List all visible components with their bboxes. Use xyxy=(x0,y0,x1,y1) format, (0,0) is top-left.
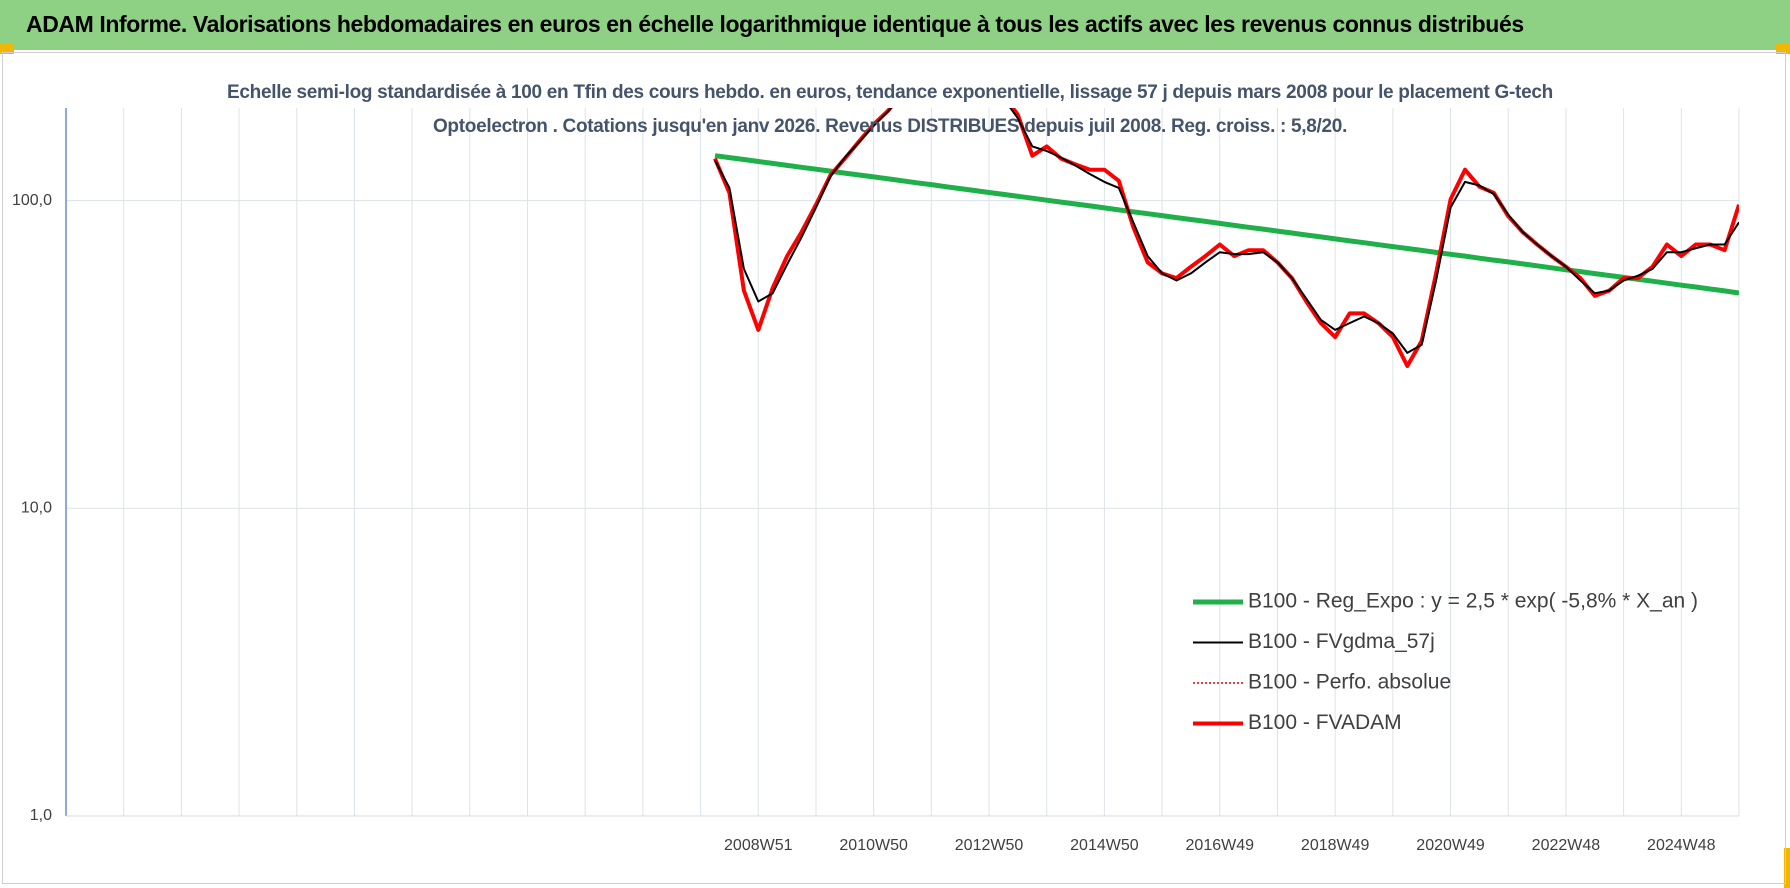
x-tick-label: 2010W50 xyxy=(839,837,908,854)
header-band xyxy=(0,0,1790,50)
x-tick-label: 2014W50 xyxy=(1070,837,1139,854)
corner-mark xyxy=(0,44,14,54)
legend-label: B100 - Perfo. absolue xyxy=(1248,671,1451,694)
corner-mark xyxy=(1776,44,1790,54)
chart-subtitle: Echelle semi-log standardisée à 100 en T… xyxy=(227,82,1553,137)
series-line xyxy=(714,108,1739,354)
x-tick-label: 2016W49 xyxy=(1186,837,1255,854)
chart-frame xyxy=(2,52,1786,884)
series-line xyxy=(714,153,1739,296)
legend-label: B100 - Reg_Expo : y = 2,5 * exp( -5,8% *… xyxy=(1248,590,1698,613)
page-title: ADAM Informe. Valorisations hebdomadaire… xyxy=(26,11,1524,37)
x-tick-label: 2020W49 xyxy=(1416,837,1485,854)
x-tick-label: 2012W50 xyxy=(955,837,1024,854)
corner-mark xyxy=(1784,848,1790,888)
x-tick-label: 2024W48 xyxy=(1647,837,1716,854)
y-tick-label: 10,0 xyxy=(21,500,52,517)
x-tick-label: 2022W48 xyxy=(1532,837,1601,854)
legend-label: B100 - FVgdma_57j xyxy=(1248,630,1435,653)
y-tick-label: 1,0 xyxy=(30,807,52,824)
x-tick-label: 2018W49 xyxy=(1301,837,1370,854)
y-tick-label: 100,0 xyxy=(12,192,52,209)
legend-label: B100 - FVADAM xyxy=(1248,711,1402,734)
x-tick-label: 2008W51 xyxy=(724,837,793,854)
